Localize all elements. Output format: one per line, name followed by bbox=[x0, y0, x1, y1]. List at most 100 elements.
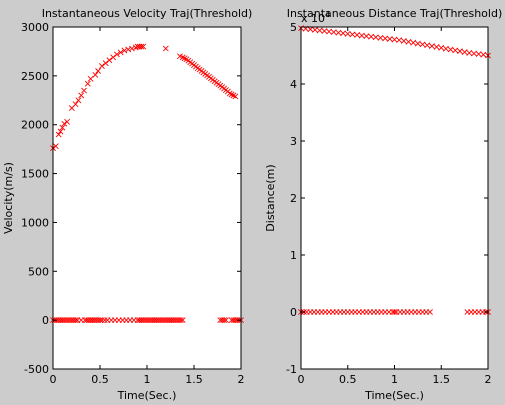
distance-point-s0-4 bbox=[316, 27, 323, 34]
velocity-point-s0-24 bbox=[129, 45, 135, 52]
velocity-ytick-label-6: 2500 bbox=[21, 70, 49, 83]
distance-point-s0-38 bbox=[475, 51, 482, 57]
distance-ytick-label-2: 1 bbox=[290, 249, 297, 262]
velocity-point-s0-29 bbox=[140, 43, 147, 50]
distance-point-s0-2 bbox=[307, 26, 314, 33]
velocity-point-s0-60 bbox=[232, 93, 239, 100]
velocity-markers bbox=[50, 43, 244, 324]
velocity-point-s0-20 bbox=[114, 51, 120, 58]
velocity-point-s1-23 bbox=[97, 317, 103, 324]
velocity-point-s0-28 bbox=[138, 43, 145, 50]
distance-point-s0-39 bbox=[480, 51, 487, 58]
velocity-point-s0-3 bbox=[57, 128, 64, 135]
distance-point-s1-26 bbox=[391, 309, 398, 315]
velocity-point-s1-58 bbox=[179, 317, 186, 324]
distance-point-s0-6 bbox=[326, 28, 332, 35]
distance-point-s0-11 bbox=[349, 31, 356, 38]
velocity-point-s1-12 bbox=[72, 317, 79, 324]
velocity-ytick-label-4: 1500 bbox=[21, 168, 49, 181]
distance-point-s0-10 bbox=[344, 30, 351, 37]
distance-point-s0-15 bbox=[368, 33, 375, 40]
distance-point-s0-19 bbox=[386, 36, 393, 42]
velocity-point-s0-8 bbox=[72, 101, 79, 108]
velocity-point-s1-24 bbox=[98, 317, 105, 324]
distance-point-s0-14 bbox=[363, 33, 370, 40]
velocity-point-s0-19 bbox=[110, 54, 117, 61]
velocity-point-s0-16 bbox=[98, 63, 105, 70]
distance-point-s0-21 bbox=[396, 37, 403, 44]
distance-point-s0-13 bbox=[358, 32, 365, 39]
distance-exponent-power: 4 bbox=[325, 10, 330, 19]
distance-y-axis-label: Distance(m) bbox=[264, 164, 277, 231]
distance-point-s0-22 bbox=[400, 38, 407, 44]
distance-point-s0-7 bbox=[330, 29, 337, 36]
distance-point-s0-31 bbox=[443, 45, 449, 52]
distance-point-s0-17 bbox=[377, 34, 384, 41]
distance-ytick-label-0: -1 bbox=[286, 363, 297, 376]
distance-exponent-base: x 10 bbox=[301, 12, 325, 25]
velocity-point-s0-4 bbox=[59, 124, 66, 131]
velocity-ytick-label-0: -500 bbox=[24, 363, 49, 376]
distance-point-s0-34 bbox=[457, 48, 463, 55]
velocity-point-s0-12 bbox=[84, 80, 91, 87]
distance-point-s0-29 bbox=[433, 44, 440, 50]
distance-chart-title: Instantaneous Distance Traj(Threshold) bbox=[287, 7, 503, 20]
velocity-point-s0-15 bbox=[95, 68, 102, 74]
velocity-point-s0-23 bbox=[125, 46, 132, 53]
velocity-ytick-label-1: 0 bbox=[42, 314, 49, 327]
velocity-chart-title: Instantaneous Velocity Traj(Threshold) bbox=[42, 7, 253, 20]
velocity-point-s1-62 bbox=[223, 317, 229, 324]
velocity-xtick-label-1: 0.5 bbox=[91, 373, 109, 386]
velocity-point-s1-25 bbox=[101, 317, 108, 324]
velocity-point-s0-9 bbox=[75, 97, 82, 104]
distance-ytick-label-5: 4 bbox=[290, 78, 297, 91]
velocity-point-s1-57 bbox=[177, 317, 184, 324]
distance-xtick-label-2: 1 bbox=[391, 373, 398, 386]
distance-point-s0-32 bbox=[447, 46, 454, 53]
distance-point-s0-8 bbox=[335, 29, 342, 36]
distance-point-s0-23 bbox=[405, 38, 412, 45]
distance-point-s0-9 bbox=[340, 30, 346, 37]
velocity-point-s0-22 bbox=[121, 47, 128, 54]
distance-point-s0-5 bbox=[321, 28, 328, 34]
velocity-x-axis-label: Time(Sec.) bbox=[117, 389, 177, 402]
velocity-point-s0-18 bbox=[106, 57, 113, 64]
distance-point-s0-16 bbox=[372, 34, 379, 41]
velocity-point-s0-6 bbox=[64, 118, 71, 125]
distance-point-s0-33 bbox=[452, 47, 459, 54]
velocity-y-axis-label: Velocity(m/s) bbox=[2, 162, 15, 234]
velocity-point-s0-14 bbox=[92, 71, 99, 78]
velocity-xtick-label-0: 0 bbox=[50, 373, 57, 386]
distance-xtick-label-4: 2 bbox=[485, 373, 492, 386]
distance-point-s0-25 bbox=[414, 40, 421, 47]
velocity-point-s0-13 bbox=[87, 75, 94, 82]
distance-point-s0-12 bbox=[354, 32, 361, 38]
velocity-point-s0-11 bbox=[81, 87, 87, 94]
distance-point-s0-18 bbox=[382, 35, 389, 42]
distance-point-s0-27 bbox=[424, 42, 431, 49]
distance-ytick-label-6: 5 bbox=[290, 21, 297, 34]
velocity-point-s0-30 bbox=[162, 45, 169, 52]
distance-xtick-label-0: 0 bbox=[298, 373, 305, 386]
velocity-point-s0-1 bbox=[52, 143, 59, 150]
distance-y-exponent-label: x 104 bbox=[301, 10, 330, 25]
distance-ytick-label-4: 3 bbox=[290, 135, 297, 148]
velocity-ytick-label-3: 1000 bbox=[21, 216, 49, 229]
velocity-point-s0-5 bbox=[61, 120, 68, 127]
velocity-xtick-label-3: 1.5 bbox=[185, 373, 203, 386]
velocity-point-s0-17 bbox=[102, 60, 109, 67]
velocity-point-s0-10 bbox=[78, 92, 85, 99]
distance-point-s0-20 bbox=[391, 36, 398, 43]
velocity-point-s1-61 bbox=[221, 317, 227, 324]
velocity-xtick-label-4: 2 bbox=[238, 373, 245, 386]
distance-ytick-label-3: 2 bbox=[290, 192, 297, 205]
distance-point-s0-26 bbox=[419, 41, 426, 48]
distance-point-s0-3 bbox=[312, 26, 318, 33]
distance-xtick-label-1: 0.5 bbox=[339, 373, 357, 386]
velocity-point-s0-21 bbox=[117, 49, 124, 56]
